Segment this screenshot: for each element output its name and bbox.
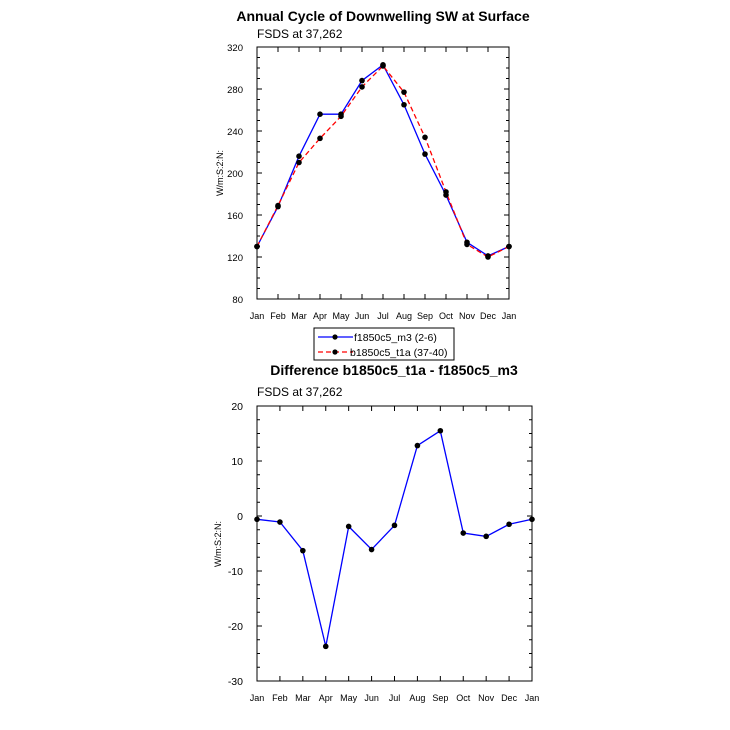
chart1-series-1-point [380, 63, 386, 69]
chart1-title: Annual Cycle of Downwelling SW at Surfac… [236, 8, 529, 24]
chart1-xtick-label: Jan [502, 311, 517, 321]
chart1-xtick-label: Jan [250, 311, 265, 321]
chart2-series-0-point [345, 523, 352, 530]
chart2-xtick-label: Jan [250, 693, 265, 703]
chart2-series-0-point [529, 516, 535, 523]
chart1-xtick-label: Aug [396, 311, 412, 321]
legend-label-b1850c5: b1850c5_t1a (37-40) [350, 347, 448, 359]
chart2-xtick-label: Aug [409, 693, 425, 703]
chart1-series-1-point [296, 159, 302, 166]
chart1-series-1-point [443, 189, 449, 195]
chart1-ylabel: W/m:S:2:N: [215, 150, 225, 196]
chart1-ytick-label: 320 [227, 43, 243, 54]
chart2-xtick-label: Jun [364, 693, 379, 703]
chart1-series-1-point [485, 254, 491, 260]
chart2-series-0-point [506, 521, 512, 528]
chart1-xtick-label: Jun [355, 311, 370, 321]
chart2-series-0-point [437, 427, 444, 434]
chart2-xtick-label: Jan [525, 693, 540, 703]
chart1-xtick-label: Nov [459, 311, 476, 321]
chart1-series-0-point [296, 153, 302, 159]
chart2-series-0-point [460, 530, 467, 536]
chart2-ylabel: W/m:S:2:N: [213, 521, 223, 567]
chart1-xtick-label: Apr [313, 311, 327, 321]
chart2-series-0-point [254, 516, 260, 523]
chart2-subtitle: FSDS at 37,262 [257, 385, 343, 399]
chart2-xtick-label: Dec [501, 693, 518, 703]
chart2-xtick-label: Nov [478, 693, 495, 703]
chart2-series-0-line [256, 429, 533, 647]
chart2-ytick-label: -20 [228, 621, 243, 633]
chart2-xtick-label: May [340, 693, 358, 703]
chart1-series-1-point [506, 243, 512, 250]
chart1-series-0-point [317, 111, 323, 117]
chart2-ytick-label: -30 [228, 676, 243, 688]
chart1-series-1-point [401, 89, 407, 95]
legend-marker-f1850c5 [332, 334, 338, 340]
chart1-xtick-label: Feb [270, 311, 286, 321]
chart1-series-0-point [401, 101, 407, 108]
chart1-xtick-label: Sep [417, 311, 433, 321]
chart2-ytick-label: 0 [237, 511, 243, 523]
chart1-series-1-point [464, 241, 470, 248]
chart2-series-0-point [391, 522, 398, 529]
chart2-series-0-point [322, 643, 329, 650]
chart2-xtick-label: Oct [456, 693, 471, 703]
chart2-ytick-label: -10 [228, 566, 243, 578]
chart1-xtick-label: Dec [480, 311, 497, 321]
chart2-series-0-point [414, 442, 421, 449]
chart1-series-1-point [254, 243, 260, 250]
chart1-series-1-point [359, 84, 365, 90]
chart1-ytick-label: 200 [227, 169, 243, 180]
chart2-xtick-label: Jul [389, 693, 401, 703]
chart1-xtick-label: Mar [291, 311, 307, 321]
chart1-xtick-label: Oct [439, 311, 454, 321]
legend-marker-b1850c5 [332, 349, 338, 355]
chart1-ytick-label: 280 [227, 85, 243, 96]
chart2-series-0-point [368, 546, 375, 553]
chart1-series-1-point [422, 134, 428, 141]
chart2-xtick-label: Feb [272, 693, 288, 703]
chart1-series-0-line [256, 63, 510, 257]
chart1-ytick-label: 240 [227, 127, 243, 138]
chart1-series-1-point [275, 202, 281, 209]
chart2-xtick-label: Apr [319, 693, 333, 703]
chart2-series-0-point [483, 533, 489, 540]
chart2-ytick-label: 20 [231, 401, 243, 413]
chart1-plot-frame [256, 46, 510, 300]
chart2-series-0-point [300, 547, 306, 554]
chart1-series-0-point [422, 151, 428, 157]
chart2-xtick-label: Mar [295, 693, 311, 703]
chart1-series-1-point [317, 135, 323, 142]
chart2-xtick-label: Sep [432, 693, 448, 703]
chart1-series-1-point [338, 113, 344, 120]
chart1-layer: 80 120 160 200 240 280 320 Jan Feb Mar Apr May Jun Ju… [227, 43, 516, 321]
legend-label-f1850c5: f1850c5_m3 (2-6) [354, 332, 437, 344]
chart2-series-0-point [277, 519, 283, 525]
chart2-layer: -30 -20 -10 0 10 20 Jan Feb Mar Apr May Jun Jul Aug Se… [228, 401, 539, 703]
chart1-xtick-label: May [332, 311, 350, 321]
chart1-ytick-label: 80 [232, 295, 243, 306]
chart1-ytick-label: 120 [227, 253, 243, 264]
chart1-series-0-point [359, 77, 365, 84]
chart1-series-1-line [256, 64, 510, 258]
chart2-title: Difference b1850c5_t1a - f1850c5_m3 [270, 362, 518, 378]
chart2-ytick-label: 10 [231, 456, 243, 468]
chart2-plot-frame [256, 405, 533, 682]
chart1-xtick-label: Jul [377, 311, 389, 321]
chart1-subtitle: FSDS at 37,262 [257, 27, 343, 41]
legend-box [313, 327, 455, 361]
chart1-ytick-label: 160 [227, 211, 243, 222]
